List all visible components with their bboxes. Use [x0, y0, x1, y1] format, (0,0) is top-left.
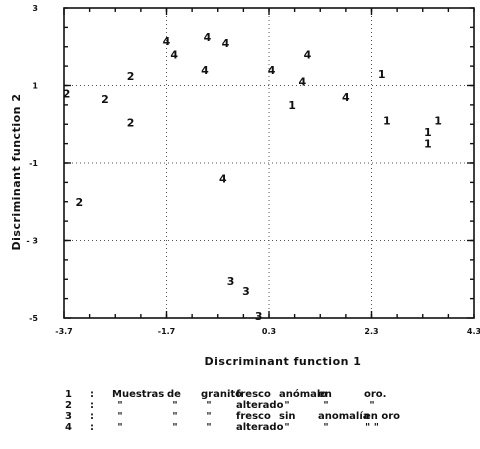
- legend-separator: :: [90, 389, 94, 400]
- axis-ticks: [63, 7, 475, 319]
- legend-cell: anomalía: [318, 410, 370, 422]
- data-point-group-4: 4: [204, 31, 212, 44]
- x-tick-labels: -3.7 -1.7 0.3 2.3 4.3: [55, 327, 480, 336]
- y-tick-label: -5: [29, 314, 38, 323]
- data-point-group-4: 4: [201, 64, 209, 77]
- legend-cell: ": [172, 411, 177, 422]
- data-point-group-1: 1: [378, 68, 386, 81]
- data-point-group-4: 4: [304, 49, 312, 62]
- legend-key: 4: [65, 422, 72, 433]
- legend-cell: ": [323, 400, 328, 411]
- y-tick-label: -1: [29, 159, 38, 168]
- legend-cell: ": [206, 422, 211, 433]
- data-point-group-3: 3: [255, 310, 263, 323]
- data-point-group-4: 4: [268, 64, 276, 77]
- legend-cell: Muestras: [112, 389, 164, 400]
- legend-cell: ": [323, 422, 328, 433]
- y-tick-label: 3: [32, 4, 38, 13]
- legend-key: 1: [65, 389, 72, 400]
- data-point-group-2: 2: [63, 87, 71, 100]
- data-point-group-3: 3: [227, 275, 235, 288]
- legend-cell: ": [117, 400, 122, 411]
- data-point-group-4: 4: [170, 49, 178, 62]
- data-point-group-4: 4: [163, 35, 171, 48]
- legend-separator: :: [90, 400, 94, 411]
- legend-cell: en: [318, 389, 332, 400]
- legend-cell: ": [172, 422, 177, 433]
- legend-cell: ": [206, 400, 211, 411]
- legend-key: 3: [65, 411, 72, 422]
- legend-key: 2: [65, 400, 72, 411]
- y-tick-labels: 3 1 -1 - 3 -5: [26, 4, 38, 323]
- legend-cell: ": [206, 411, 211, 422]
- legend-cell: ": [284, 422, 289, 433]
- legend-cell: ": [117, 411, 122, 422]
- x-tick-label: 4.3: [467, 327, 480, 336]
- legend-separator: :: [90, 411, 94, 422]
- y-tick-label: - 3: [26, 237, 38, 246]
- legend-cell: oro.: [364, 389, 386, 400]
- dotted-gridlines: [64, 8, 474, 318]
- y-axis-title: Discriminant function 2: [10, 94, 23, 251]
- x-tick-label: 0.3: [262, 327, 276, 336]
- data-point-group-2: 2: [101, 93, 109, 106]
- legend-cell: ": [284, 400, 289, 411]
- x-axis-title: Discriminant function 1: [205, 355, 362, 368]
- data-point-group-1: 1: [383, 114, 391, 127]
- data-point-group-4: 4: [298, 76, 306, 89]
- legend-cell: alterado: [236, 422, 284, 433]
- data-point-group-4: 4: [342, 91, 350, 104]
- data-point-group-1: 1: [424, 138, 432, 151]
- data-point-group-2: 2: [127, 70, 135, 83]
- legend-cell: fresco: [236, 389, 271, 400]
- data-point-group-3: 3: [242, 285, 250, 298]
- data-point-group-2: 2: [76, 196, 84, 209]
- legend-cell: ": [369, 400, 374, 411]
- legend-cell: de: [167, 389, 181, 400]
- data-point-group-4: 4: [219, 173, 227, 186]
- x-tick-label: 2.3: [364, 327, 378, 336]
- legend-cell: sin: [279, 411, 296, 422]
- data-point-group-2: 2: [127, 116, 135, 129]
- legend-cell: ": [172, 400, 177, 411]
- x-tick-label: -3.7: [55, 327, 73, 336]
- legend-cell: anómalo: [279, 388, 327, 400]
- legend-cell: ": [117, 422, 122, 433]
- legend-cell: fresco: [236, 411, 271, 422]
- legend-cell: en oro: [364, 411, 400, 422]
- legend-separator: :: [90, 422, 94, 433]
- legend-cell: alterado: [236, 400, 284, 411]
- data-point-group-4: 4: [222, 37, 230, 50]
- data-point-group-1: 1: [288, 99, 296, 112]
- legend-cell: granito: [201, 389, 242, 400]
- x-tick-label: -1.7: [158, 327, 176, 336]
- data-point-group-1: 1: [434, 114, 442, 127]
- data-point-group-1: 1: [424, 126, 432, 139]
- legend-cell: " ": [365, 422, 379, 433]
- y-tick-label: 1: [32, 82, 38, 91]
